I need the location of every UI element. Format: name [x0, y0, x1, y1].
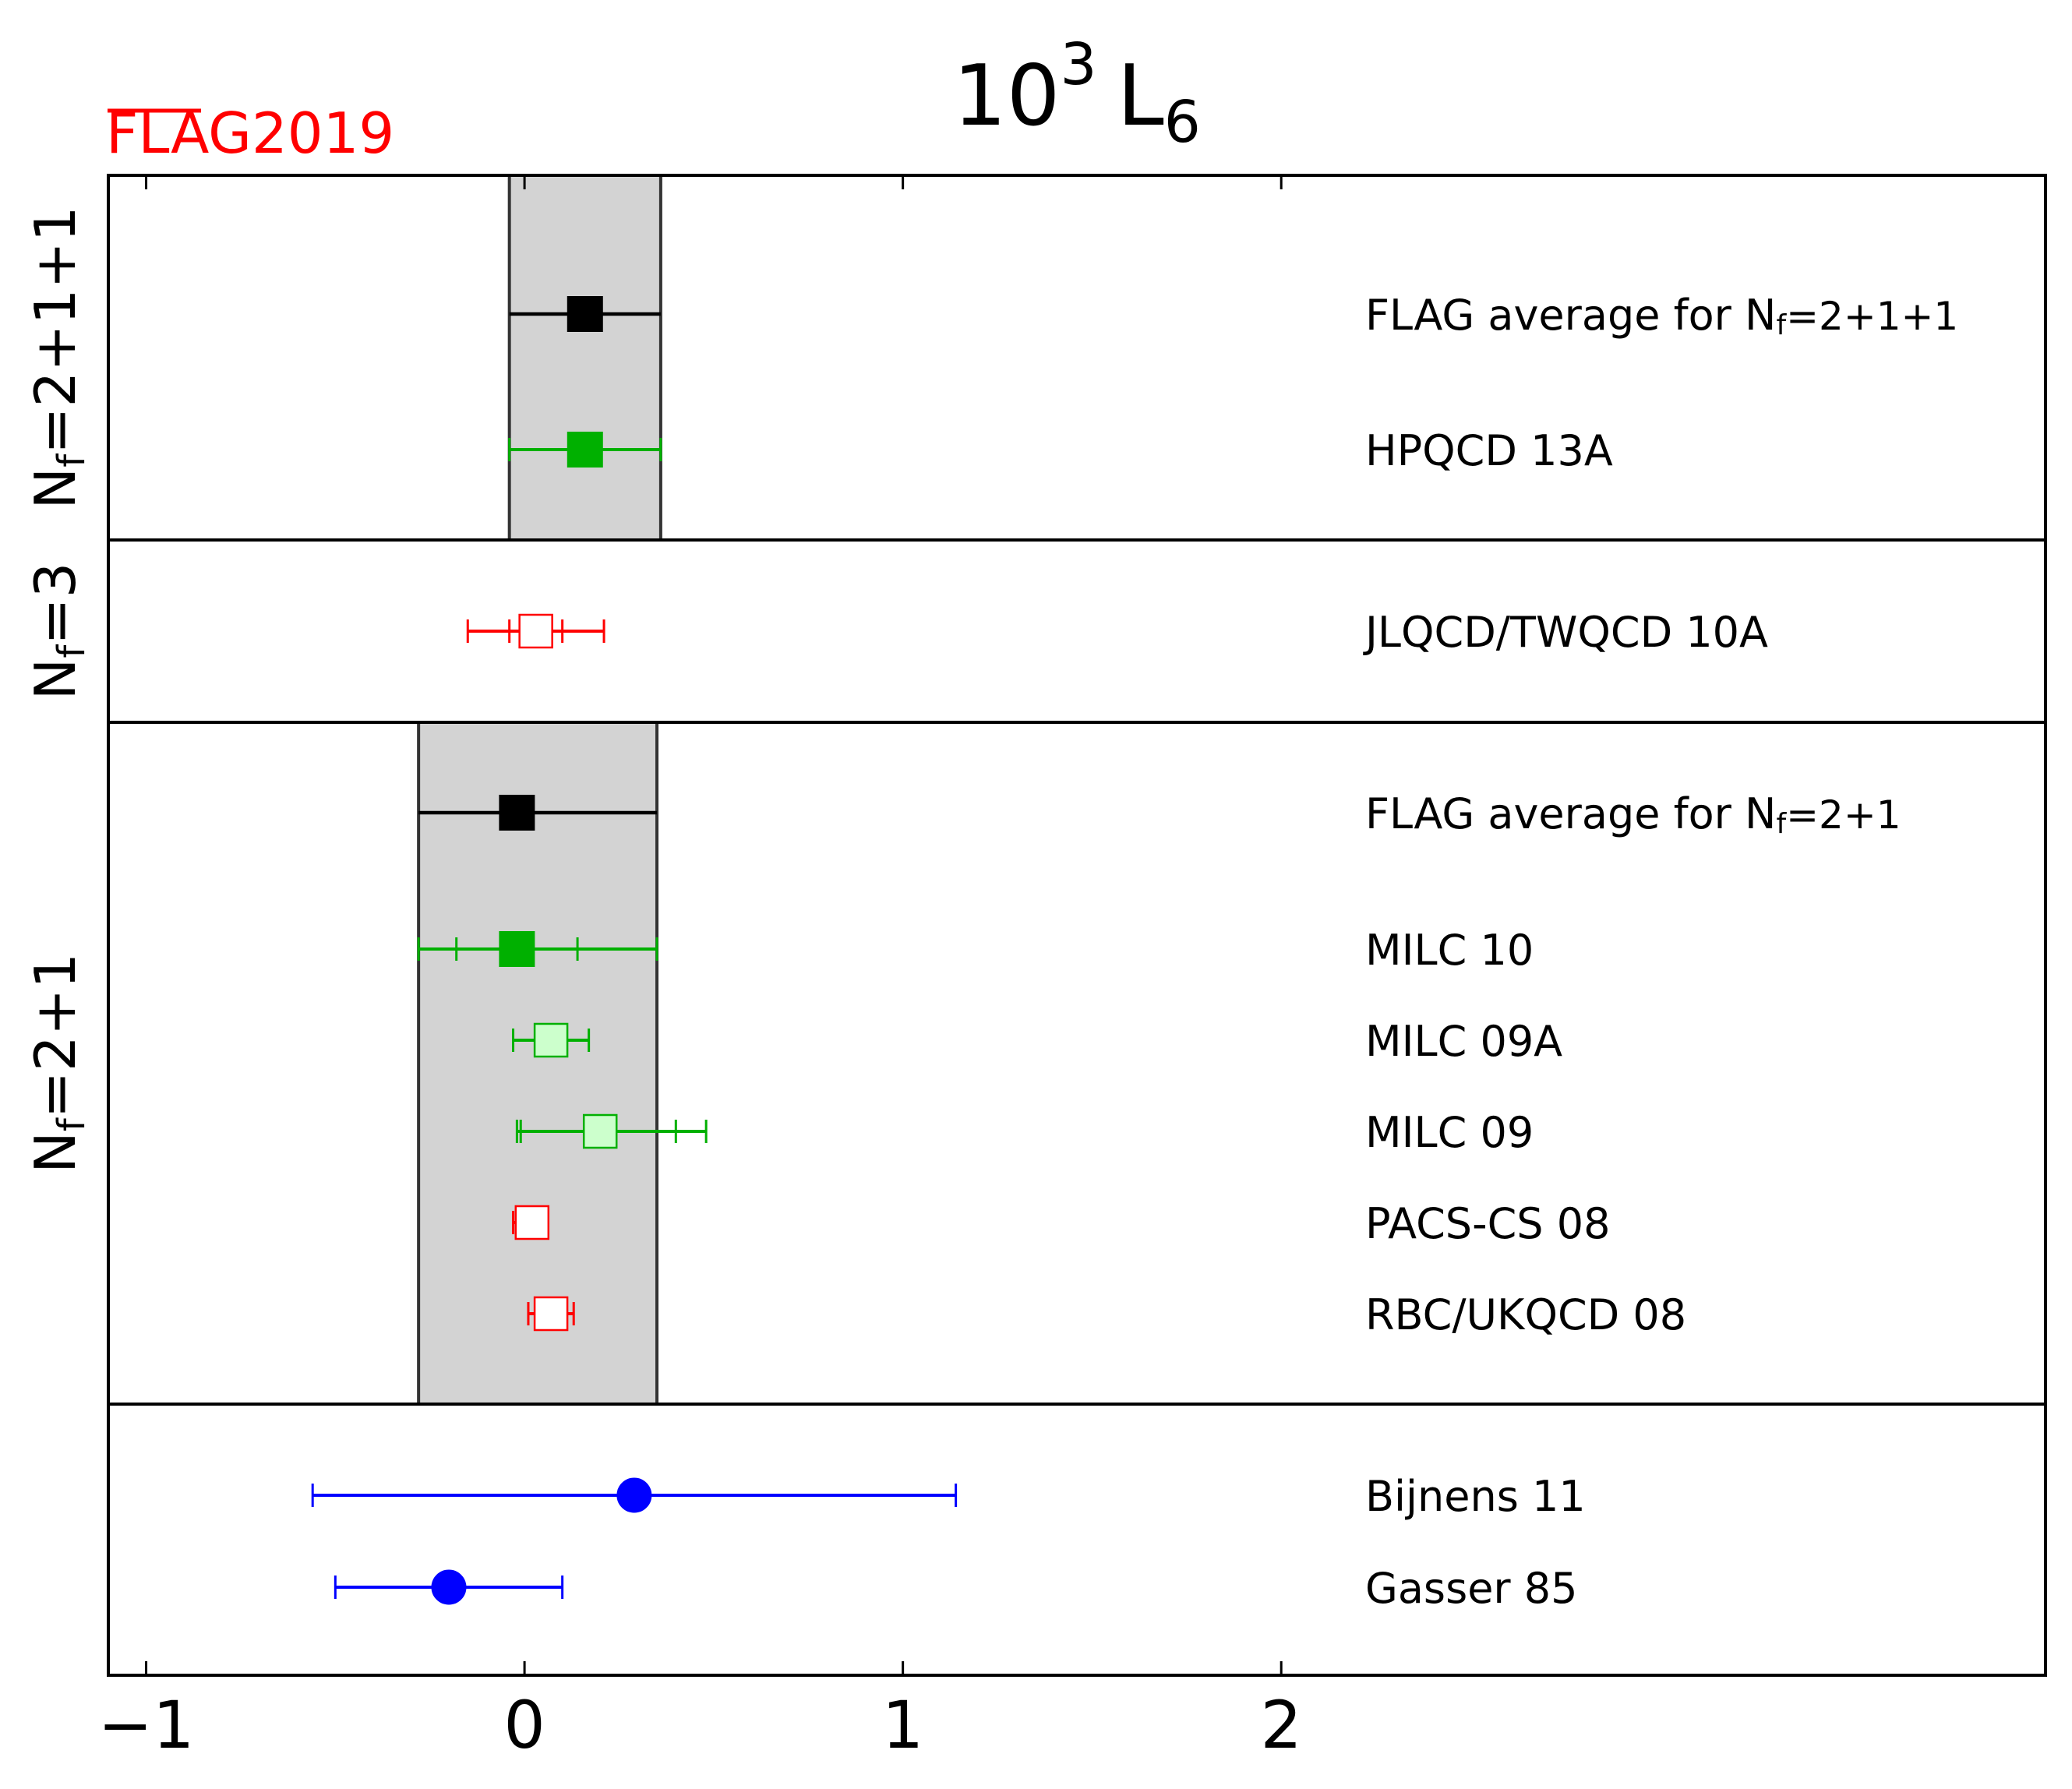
point-label: MILC 09: [1365, 1108, 1534, 1157]
x-tick-label: −1: [98, 1687, 195, 1763]
data-point: [418, 795, 658, 831]
panel-label: Nf=2+1: [23, 953, 94, 1173]
point-label: PACS-CS 08: [1365, 1199, 1610, 1248]
marker-square: [499, 931, 535, 967]
point-label-suffix: =2+1+1: [1786, 294, 1958, 339]
point-label-text: Bijnens 11: [1365, 1472, 1586, 1521]
data-point: [508, 432, 662, 468]
data-point: [466, 613, 605, 649]
data-point: [417, 931, 658, 967]
data-point: [515, 1113, 708, 1149]
point-label-text: Gasser 85: [1365, 1564, 1578, 1613]
point-label-text: MILC 09: [1365, 1108, 1534, 1157]
panel-frames: [107, 174, 2047, 1677]
marker-square: [514, 1205, 550, 1240]
panel-label-subscript: f: [50, 1117, 94, 1131]
x-tick-label: 2: [1260, 1687, 1301, 1763]
point-label: MILC 09A: [1365, 1017, 1562, 1066]
point-label-text: FLAG average for N: [1365, 291, 1776, 340]
point-label-text: MILC 09A: [1365, 1017, 1562, 1066]
point-label-text: FLAG average for N: [1365, 789, 1776, 838]
marker-square: [533, 1022, 569, 1058]
panel-label-subscript: f: [50, 453, 94, 468]
panel-labels: Nf=2+1+1Nf=3Nf=2+1: [23, 206, 94, 1173]
point-label: Gasser 85: [1365, 1564, 1578, 1613]
panel-label-n: N: [23, 468, 88, 510]
data-point: [512, 1022, 591, 1058]
flag-logo-flag: FLAG: [106, 101, 252, 166]
point-label-text: MILC 10: [1365, 926, 1534, 975]
panel-label: Nf=3: [23, 563, 94, 700]
point-label-subscript: f: [1776, 808, 1787, 840]
marker-circle: [431, 1569, 467, 1605]
marker-square: [582, 1113, 618, 1149]
marker-square: [533, 1296, 569, 1332]
title-subscript: 6: [1164, 89, 1201, 156]
point-label: FLAG average for Nf=2+1: [1365, 789, 1901, 840]
marker-square: [499, 795, 535, 831]
point-label-text: HPQCD 13A: [1365, 426, 1613, 475]
marker-square: [567, 296, 603, 332]
point-label-suffix: =2+1: [1786, 792, 1901, 838]
title-symbol: L: [1117, 48, 1164, 145]
point-label-subscript: f: [1776, 309, 1787, 341]
x-tick-label: 0: [503, 1687, 545, 1763]
plot-frame: [107, 174, 2047, 1677]
point-label-text: RBC/UKQCD 08: [1365, 1290, 1686, 1339]
marker-square: [518, 613, 553, 649]
flag-logo: FLAG2019: [106, 101, 394, 166]
chart-title: 103 L6: [953, 31, 1201, 156]
point-label: Bijnens 11: [1365, 1472, 1586, 1521]
flag-logo-year: 2019: [252, 101, 394, 166]
point-label-text: PACS-CS 08: [1365, 1199, 1610, 1248]
flag-logo-text: FLAG2019: [106, 101, 394, 166]
average-band: [509, 175, 661, 540]
data-point: [334, 1569, 564, 1605]
point-label: HPQCD 13A: [1365, 426, 1613, 475]
average-bands: [417, 175, 662, 1404]
x-axis: −1 0 1 2: [98, 175, 1302, 1763]
panel-label-rest: =2+1: [23, 953, 88, 1118]
point-label: RBC/UKQCD 08: [1365, 1290, 1686, 1339]
data-point: [509, 296, 661, 332]
panel-label-n: N: [23, 658, 88, 700]
point-label: MILC 10: [1365, 926, 1534, 975]
panel-label-n: N: [23, 1131, 88, 1173]
average-band: [418, 722, 658, 1404]
title-base: 10: [953, 48, 1060, 145]
title-exponent: 3: [1060, 31, 1096, 98]
data-point: [311, 1477, 958, 1513]
data-point: [527, 1296, 575, 1332]
panel-label-rest: =3: [23, 563, 88, 645]
data-points: [311, 296, 958, 1605]
data-point: [512, 1205, 550, 1240]
marker-square: [567, 432, 603, 468]
point-label: JLQCD/TWQCD 10A: [1363, 608, 1768, 657]
panel-label: Nf=2+1+1: [23, 206, 94, 509]
point-label-text: JLQCD/TWQCD 10A: [1363, 608, 1768, 657]
marker-circle: [616, 1477, 652, 1513]
panel-label-subscript: f: [50, 644, 94, 658]
x-tick-label: 1: [882, 1687, 923, 1763]
panel-label-rest: =2+1+1: [23, 206, 88, 453]
point-label: FLAG average for Nf=2+1+1: [1365, 291, 1958, 341]
